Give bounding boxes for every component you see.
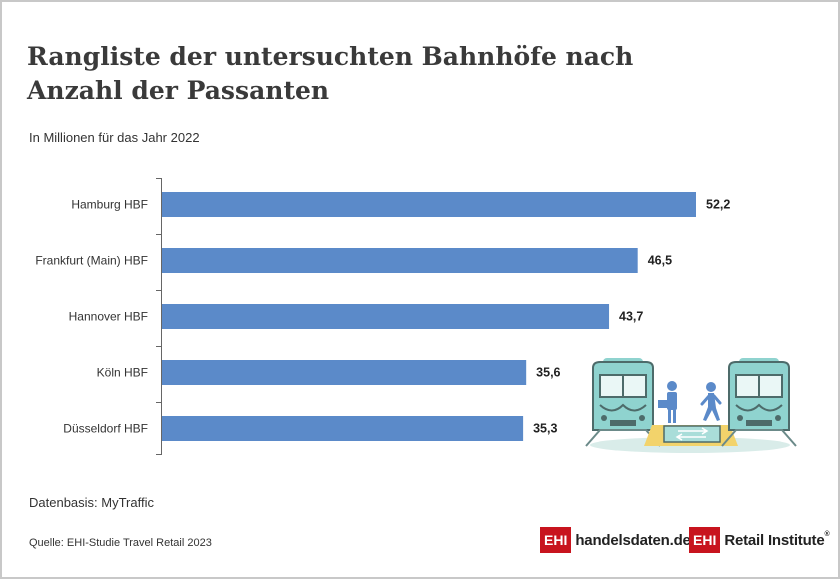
ehi-retail-institute-logo[interactable]: EHI Retail Institute ® [689,527,830,553]
category-label: Köln HBF [97,366,148,380]
handelsdaten-logo-box: EHI [540,527,572,553]
retail-logo-text: Retail Institute [724,531,825,549]
value-label: 46,5 [648,254,672,268]
bars-layer: Hamburg HBF 52,2 Frankfurt (Main) HBF 46,5 H… [35,178,730,455]
value-label: 35,6 [536,366,560,380]
category-label: Hannover HBF [69,310,148,324]
bar-2 [162,304,610,329]
source-note: Quelle: EHI-Studie Travel Retail 2023 [29,537,212,549]
trains-illustration [585,358,797,453]
left-train-icon [585,358,661,447]
walking-person-icon [700,382,722,421]
category-label: Hamburg HBF [71,198,148,212]
chart-title: Rangliste der untersuchten Bahnhöfe nach… [27,42,634,105]
value-label: 35,3 [533,422,557,436]
bar-4 [162,416,524,441]
bar-0 [162,192,696,217]
value-label: 43,7 [619,310,643,324]
category-label: Düsseldorf HBF [63,422,148,436]
person-with-briefcase-icon [658,381,677,423]
data-basis-note: Datenbasis: MyTraffic [29,495,154,510]
handelsdaten-logo-text: handelsdaten.de [575,531,691,549]
retail-logo-box: EHI [689,527,721,553]
chart-subtitle: In Millionen für das Jahr 2022 [29,130,200,145]
category-label: Frankfurt (Main) HBF [35,254,148,268]
platform-arrows-icon [644,425,738,446]
bar-3 [162,360,527,385]
retail-logo-registered: ® [824,530,830,538]
handelsdaten-logo[interactable]: EHI handelsdaten.de [540,527,691,553]
right-train-icon [721,358,797,447]
value-label: 52,2 [706,198,730,212]
bar-1 [162,248,638,273]
